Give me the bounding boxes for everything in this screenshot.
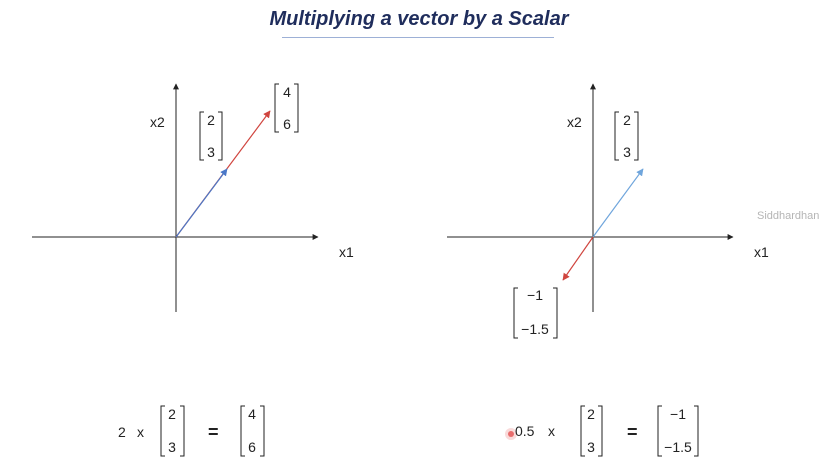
left-equation-result: 4 6 <box>240 405 265 457</box>
right-equation-result-bottom: −1.5 <box>664 439 692 455</box>
right-equation-equals: = <box>627 422 638 442</box>
left-equation-equals: = <box>208 422 219 442</box>
left-original-vector-matrix: 2 3 <box>199 111 223 161</box>
right-original-vector-top: 2 <box>623 112 631 128</box>
left-equation-vector-top: 2 <box>168 406 176 422</box>
left-equation-result-bottom: 6 <box>248 439 256 455</box>
left-equation-vector-bottom: 3 <box>168 439 176 455</box>
right-equation: 0.5 x 2 3 = −1 −1.5 <box>505 405 699 457</box>
title-underline <box>282 37 554 38</box>
left-x-axis-label: x1 <box>339 244 354 260</box>
right-equation-result-top: −1 <box>670 406 686 422</box>
left-scaled-vector-matrix: 4 6 <box>274 83 299 133</box>
watermark: Siddhardhan <box>757 210 819 222</box>
right-equation-scalar: 0.5 <box>515 423 535 439</box>
right-equation-result: −1 −1.5 <box>657 405 699 457</box>
left-equation-result-top: 4 <box>248 406 256 422</box>
left-original-vector-arrow <box>175 168 228 238</box>
right-scaled-vector-matrix: −1 −1.5 <box>513 287 558 339</box>
left-plot: x1 x2 2 3 4 6 <box>32 83 354 312</box>
left-original-vector-bottom: 3 <box>207 144 215 160</box>
right-equation-times: x <box>548 423 555 439</box>
right-equation-vector: 2 3 <box>580 405 603 457</box>
slide-title: Multiplying a vector by a Scalar <box>269 8 569 30</box>
left-equation: 2 x 2 3 = 4 6 <box>118 405 265 457</box>
left-scaled-vector-top: 4 <box>283 84 291 100</box>
cursor-pointer-dot <box>508 431 514 437</box>
right-x-axis-label: x1 <box>754 244 769 260</box>
left-y-axis-label: x2 <box>150 114 165 130</box>
cursor-pointer-halo <box>505 428 517 440</box>
right-scaled-vector-top: −1 <box>527 287 543 303</box>
right-equation-vector-top: 2 <box>587 406 595 422</box>
right-original-vector-bottom: 3 <box>623 144 631 160</box>
left-equation-times: x <box>137 424 144 440</box>
left-original-vector-top: 2 <box>207 112 215 128</box>
right-scaled-vector-bottom: −1.5 <box>521 321 549 337</box>
right-equation-vector-bottom: 3 <box>587 439 595 455</box>
left-equation-vector: 2 3 <box>160 405 185 457</box>
left-scaled-vector-bottom: 6 <box>283 116 291 132</box>
left-equation-scalar: 2 <box>118 424 126 440</box>
right-original-vector-arrow <box>592 168 644 238</box>
right-y-axis-label: x2 <box>567 114 582 130</box>
right-scaled-vector-arrow <box>562 236 594 281</box>
right-original-vector-matrix: 2 3 <box>614 111 639 161</box>
right-plot: x1 x2 2 3 −1 −1.5 <box>447 83 769 339</box>
